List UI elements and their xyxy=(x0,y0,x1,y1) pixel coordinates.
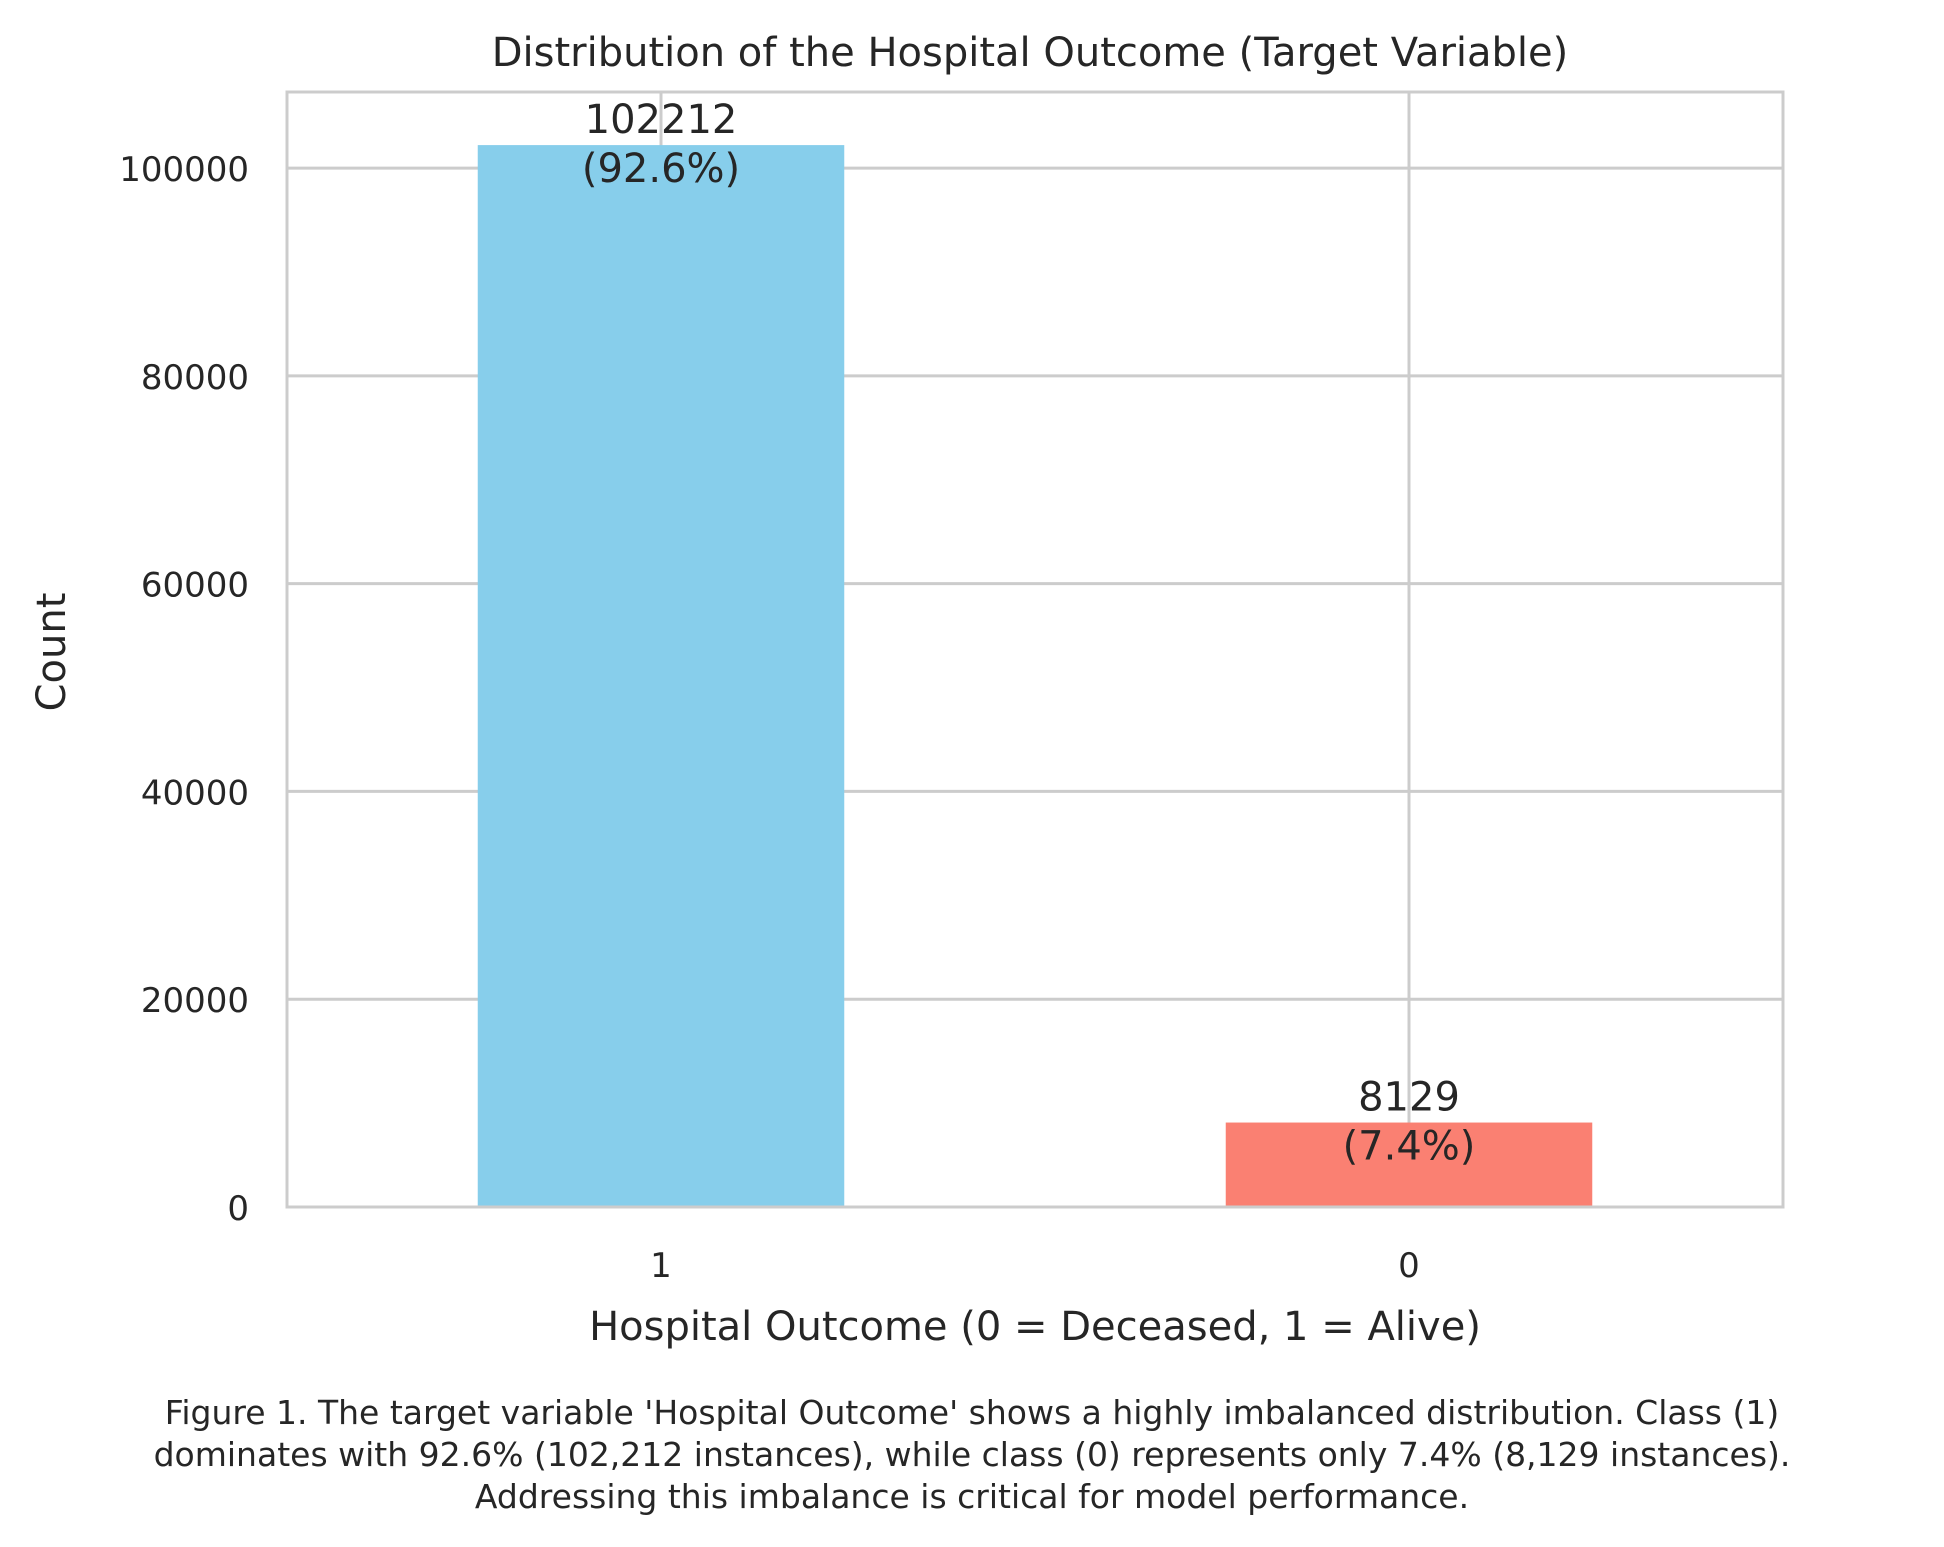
caption-line: dominates with 92.6% (102,212 instances)… xyxy=(153,1435,1791,1474)
bar-percent-label: (7.4%) xyxy=(1343,1124,1476,1170)
bar-class-1 xyxy=(477,145,845,1207)
y-tick-label: 20000 xyxy=(141,981,249,1021)
figure-caption: Figure 1. The target variable 'Hospital … xyxy=(60,1392,1884,1518)
axes-frame xyxy=(285,90,1785,1209)
x-tick-label: 0 xyxy=(1398,1246,1420,1286)
y-tick-label: 100000 xyxy=(119,150,249,190)
bar-count-label: 102212 xyxy=(585,97,738,143)
chart-title: Distribution of the Hospital Outcome (Ta… xyxy=(492,30,1569,76)
bar-count-label: 8129 xyxy=(1358,1075,1460,1121)
y-tick-label: 40000 xyxy=(141,773,249,813)
bar-class-0 xyxy=(1225,1122,1593,1207)
y-tick-label: 0 xyxy=(227,1189,249,1229)
caption-line: Figure 1. The target variable 'Hospital … xyxy=(164,1393,1780,1432)
bar-percent-label: (92.6%) xyxy=(582,146,740,192)
x-axis-label: Hospital Outcome (0 = Deceased, 1 = Aliv… xyxy=(589,1304,1481,1350)
y-tick-labels: 0 20000 40000 60000 80000 100000 xyxy=(119,150,249,1229)
bars xyxy=(477,145,1593,1207)
x-tick-label: 1 xyxy=(650,1246,672,1286)
y-tick-label: 60000 xyxy=(141,566,249,606)
bar-labels: 102212(92.6%) 8129(7.4%) xyxy=(582,97,1476,1169)
caption-line: Addressing this imbalance is critical fo… xyxy=(474,1477,1470,1516)
y-tick-label: 80000 xyxy=(141,358,249,398)
y-axis-label: Count xyxy=(29,593,75,712)
